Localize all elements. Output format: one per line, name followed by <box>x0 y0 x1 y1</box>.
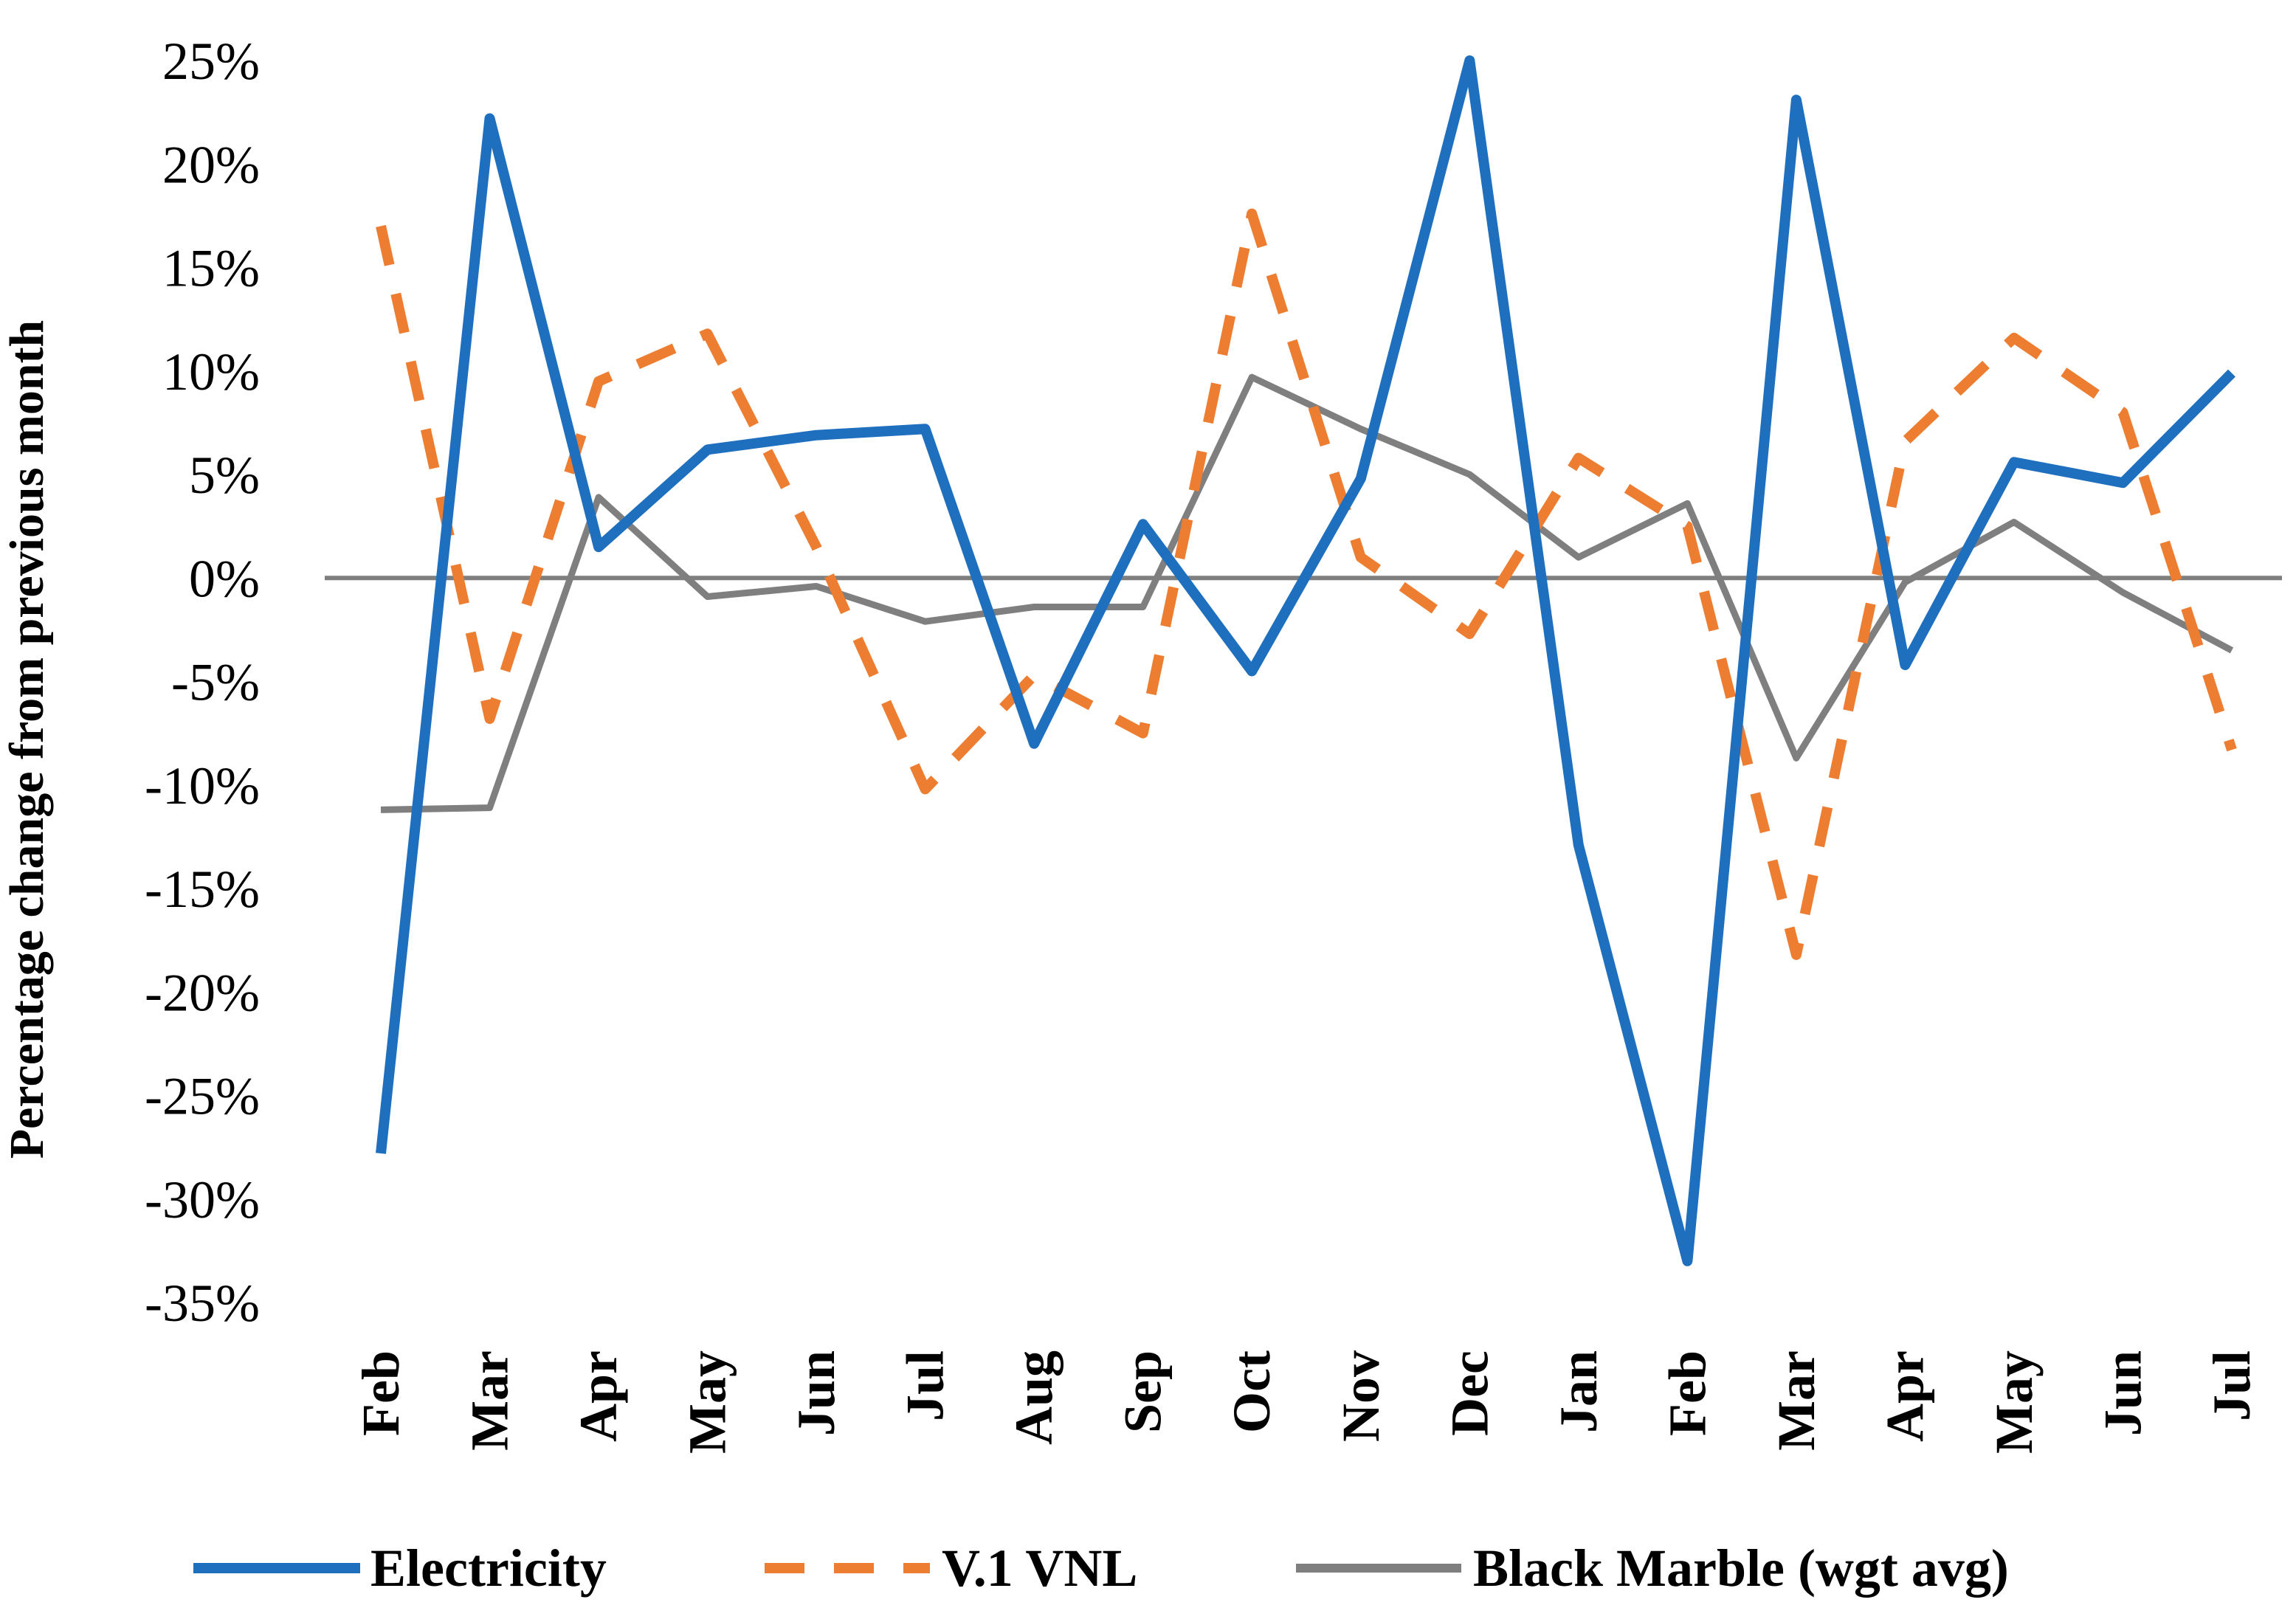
x-tick-label: Jan <box>1549 1350 1608 1433</box>
y-tick-label: -35% <box>145 1274 260 1333</box>
x-tick-label: Jul <box>2202 1350 2261 1421</box>
y-tick-label: -20% <box>145 963 260 1022</box>
x-tick-label: Feb <box>351 1350 410 1436</box>
y-tick-label: -15% <box>145 860 260 919</box>
series-line-black-marble-wgt-avg <box>380 373 2234 813</box>
y-tick-label: -10% <box>145 756 260 815</box>
series-line-electricity <box>376 55 2235 1266</box>
y-tick-label: 10% <box>162 342 260 401</box>
y-tick-label: -25% <box>145 1067 260 1126</box>
legend: Electricity V.1 VNL Black Marble (wgt avg) <box>193 1539 2009 1598</box>
x-tick-label: Apr <box>1875 1350 1934 1442</box>
y-tick-label: -30% <box>145 1170 260 1229</box>
x-tick-label: Oct <box>1222 1350 1281 1433</box>
series-layer <box>376 55 2237 1266</box>
x-tick-label: May <box>678 1350 737 1454</box>
x-tick-label: Mar <box>1767 1350 1826 1451</box>
x-tick-label: Sep <box>1114 1350 1173 1433</box>
x-tick-label: May <box>1985 1350 2044 1454</box>
x-tick-label: Apr <box>569 1350 628 1442</box>
x-tick-label: Feb <box>1658 1350 1717 1436</box>
x-axis-ticks: Feb Mar Apr May Jun Jul Aug Sep Oct Nov Dec Jan Feb M… <box>351 1350 2261 1454</box>
legend-label: Black Marble (wgt avg) <box>1473 1539 2009 1598</box>
x-tick-label: Jul <box>896 1350 955 1421</box>
legend-label: V.1 VNL <box>942 1539 1137 1598</box>
y-tick-label: 5% <box>189 446 260 505</box>
x-tick-label: Dec <box>1440 1350 1499 1436</box>
x-tick-label: Jun <box>2094 1350 2153 1436</box>
y-tick-label: 20% <box>162 135 260 194</box>
x-tick-label: Mar <box>461 1350 520 1451</box>
x-tick-label: Nov <box>1331 1350 1390 1442</box>
legend-label: Electricity <box>370 1539 607 1598</box>
y-tick-label: 15% <box>162 239 260 298</box>
y-tick-label: 25% <box>162 32 260 91</box>
x-tick-label: Aug <box>1004 1350 1063 1445</box>
y-tick-label: 0% <box>189 549 260 608</box>
y-axis-ticks: 25% 20% 15% 10% 5% 0% -5% -10% -15% -20% -25% -30% -… <box>145 32 260 1333</box>
series-line-v-1-vnl <box>376 208 2237 960</box>
x-tick-label: Jun <box>787 1350 846 1436</box>
y-tick-label: -5% <box>171 653 260 712</box>
y-axis-title: Percentage change from previous month <box>0 320 54 1159</box>
